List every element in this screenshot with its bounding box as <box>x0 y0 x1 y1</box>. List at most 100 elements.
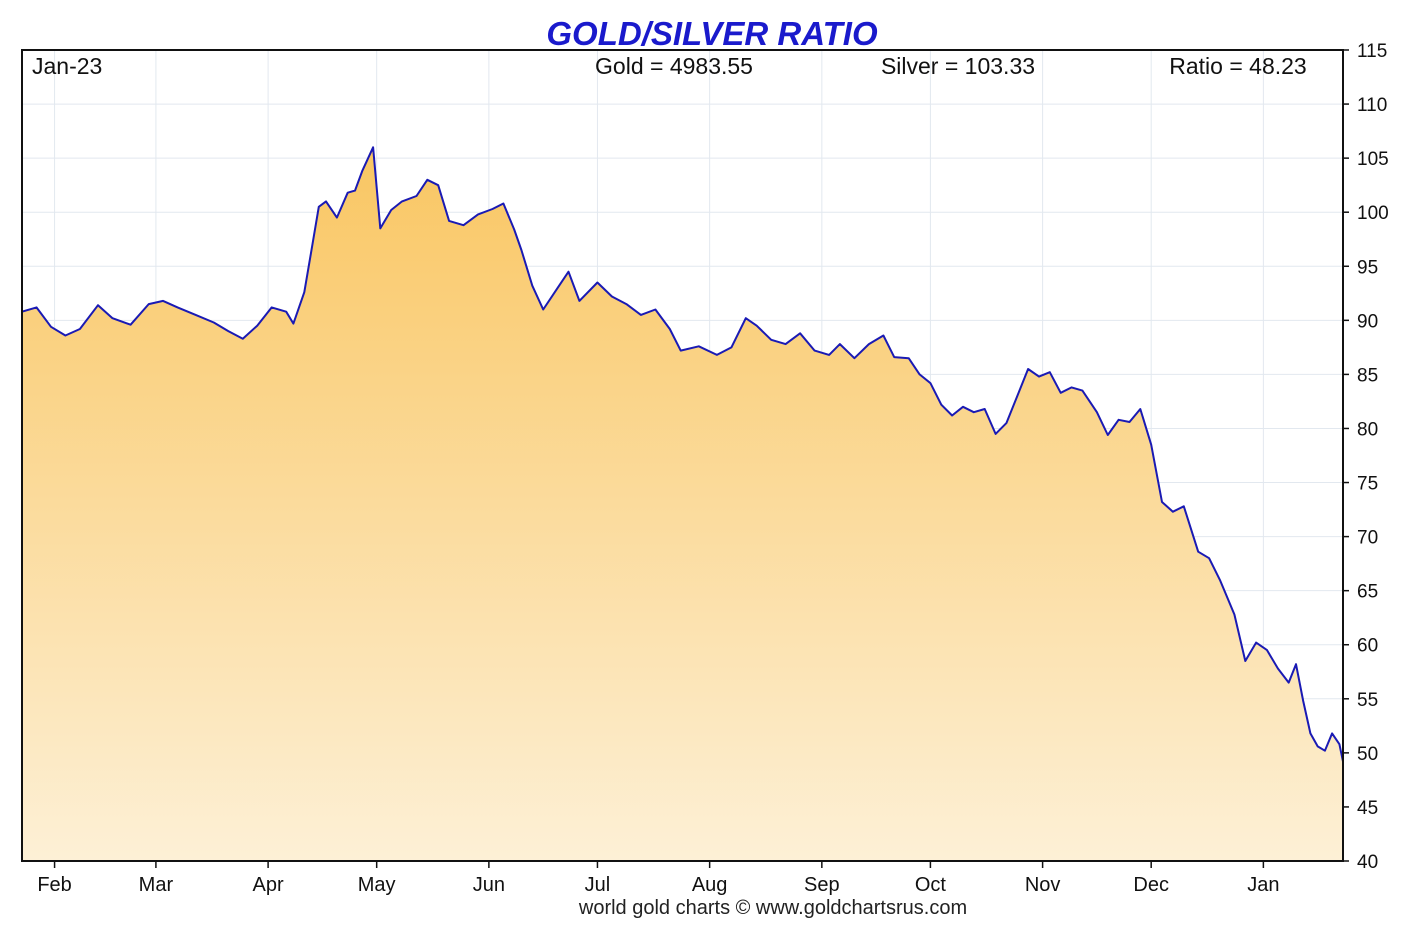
data-point <box>437 184 439 186</box>
data-point <box>426 179 428 181</box>
data-point <box>271 306 273 308</box>
plot-frame <box>21 49 1344 862</box>
data-point <box>292 323 294 325</box>
data-point <box>1255 642 1257 644</box>
data-point <box>1302 700 1304 702</box>
data-point <box>1096 411 1098 413</box>
y-tick-label: 105 <box>1357 149 1389 170</box>
data-point <box>416 195 418 197</box>
data-point <box>1049 371 1051 373</box>
data-point <box>951 415 953 417</box>
data-point <box>162 300 164 302</box>
data-point <box>311 249 313 251</box>
data-point <box>680 350 682 352</box>
data-point <box>1233 614 1235 616</box>
data-point <box>213 322 215 324</box>
credit-text: world gold charts © www.goldchartsrus.co… <box>578 897 967 919</box>
data-point <box>130 324 132 326</box>
data-point <box>463 224 465 226</box>
data-point <box>1129 421 1131 423</box>
x-tick-label: Nov <box>1025 874 1061 896</box>
data-point <box>227 330 229 332</box>
x-tick-label: Aug <box>692 874 728 896</box>
x-tick-label: Mar <box>139 874 174 896</box>
data-point <box>1071 386 1073 388</box>
data-point <box>354 190 356 192</box>
data-point <box>520 249 522 251</box>
x-tick-label: Sep <box>804 874 840 896</box>
data-point <box>1107 434 1109 436</box>
y-tick-label: 55 <box>1357 690 1378 711</box>
period-label: Jan-23 <box>32 53 102 79</box>
data-point <box>557 287 559 289</box>
y-tick-label: 70 <box>1357 528 1378 549</box>
data-point <box>502 203 504 205</box>
silver-price-label: Silver = 103.33 <box>881 53 1035 79</box>
y-tick-label: 90 <box>1357 311 1378 332</box>
y-tick-label: 75 <box>1357 474 1378 495</box>
data-point <box>814 350 816 352</box>
data-point <box>730 346 732 348</box>
data-point <box>568 271 570 273</box>
data-point <box>361 170 363 172</box>
data-point <box>1081 390 1083 392</box>
data-point <box>654 309 656 311</box>
y-tick-label: 50 <box>1357 744 1378 765</box>
data-point <box>1295 663 1297 665</box>
data-point <box>390 209 392 211</box>
data-point <box>716 354 718 356</box>
data-point <box>318 206 320 208</box>
x-tick-label: Apr <box>253 874 284 896</box>
data-point <box>1197 551 1199 553</box>
data-point <box>1060 392 1062 394</box>
data-point <box>1016 395 1018 397</box>
data-point <box>1150 444 1152 446</box>
data-point <box>148 303 150 305</box>
data-point <box>1266 649 1268 651</box>
data-point <box>868 343 870 345</box>
data-point <box>853 357 855 359</box>
data-point <box>242 338 244 340</box>
data-point <box>893 356 895 358</box>
ratio-value-label: Ratio = 48.23 <box>1169 53 1306 79</box>
y-tick-label: 45 <box>1357 798 1378 819</box>
y-tick-label: 40 <box>1357 852 1378 873</box>
y-tick-label: 60 <box>1357 636 1378 657</box>
data-point <box>1172 511 1174 513</box>
data-point <box>1342 761 1344 763</box>
data-point <box>347 192 349 194</box>
x-axis: Feb Mar Apr May Jun Jul Aug Sep Oct Nov Dec Jan <box>37 861 1280 896</box>
data-point <box>882 335 884 337</box>
y-tick-label: 80 <box>1357 419 1378 440</box>
data-point <box>1118 419 1120 421</box>
data-point <box>745 317 747 319</box>
data-point <box>984 408 986 410</box>
data-point <box>611 296 613 298</box>
data-point <box>1324 750 1326 752</box>
data-point <box>1277 668 1279 670</box>
x-tick-label: Jan <box>1247 874 1279 896</box>
data-point <box>940 404 942 406</box>
data-point <box>448 220 450 222</box>
data-point <box>1038 376 1040 378</box>
data-point <box>1331 732 1333 734</box>
data-point <box>285 311 287 313</box>
data-point <box>513 229 515 231</box>
y-tick-label: 110 <box>1357 95 1387 116</box>
y-tick-label: 100 <box>1357 203 1389 224</box>
data-point <box>177 306 179 308</box>
data-point <box>698 345 700 347</box>
data-point <box>477 213 479 215</box>
data-point <box>919 373 921 375</box>
data-point <box>1005 422 1007 424</box>
chart-title: GOLD/SILVER RATIO <box>546 15 878 52</box>
x-tick-label: Dec <box>1133 874 1169 896</box>
data-point <box>640 314 642 316</box>
y-axis: 40 45 50 55 60 65 70 75 80 85 90 95 100 105 110 115 <box>1343 41 1389 873</box>
data-point <box>799 332 801 334</box>
data-point <box>79 328 81 330</box>
data-point <box>839 343 841 345</box>
data-point <box>669 328 671 330</box>
y-tick-label: 95 <box>1357 257 1378 278</box>
data-point <box>50 326 52 328</box>
